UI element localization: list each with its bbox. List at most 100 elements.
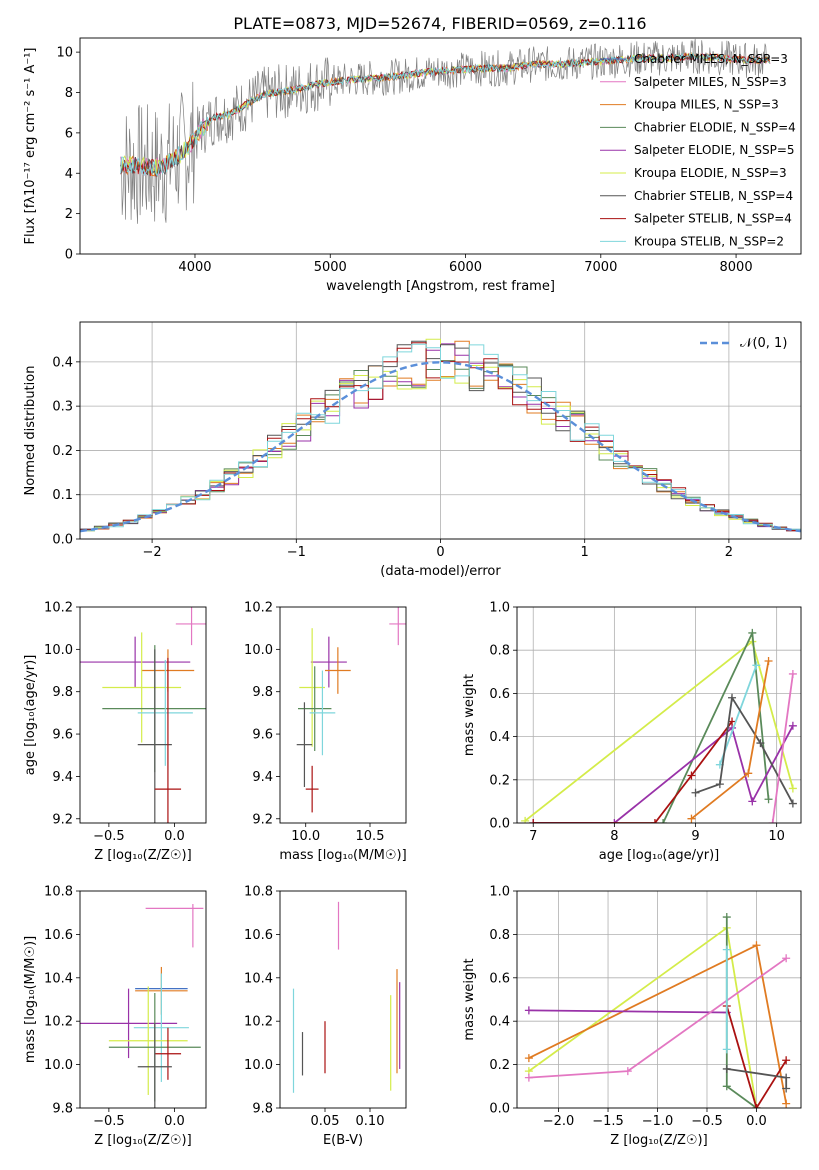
weightage-marker-salpeter_elodie	[610, 819, 619, 823]
weightage-frame	[516, 606, 802, 824]
spectrum-legend-label: Kroupa ELODIE, N_SSP=3	[634, 166, 787, 180]
spectrum-frame	[79, 37, 802, 255]
weightz-marker-chabrier_elodie	[722, 1082, 731, 1091]
hist-series-kroupa_stelib	[80, 343, 801, 532]
weightz-xtick-label: −1.5	[592, 1114, 624, 1129]
weightage-marker-chabrier_stelib	[788, 799, 797, 808]
spectrum-legend-label: Salpeter MILES, N_SSP=3	[634, 75, 787, 89]
agemass-ytick-label: 9.6	[252, 728, 273, 743]
agemass-axes: 10.0 10.5 9.2 9.4 9.6 9.8 10.0 10.2 mass [log₁₀(…	[244, 601, 407, 864]
clip-agemass-group	[296, 607, 406, 813]
massz-frame	[79, 890, 207, 1109]
weightz-marker-kroupa_stelib	[722, 1045, 731, 1054]
weightage-ytick-label: 0.8	[489, 644, 510, 659]
figure-title: PLATE=0873, MJD=52674, FIBERID=0569, z=0…	[233, 14, 646, 33]
massz-xtick-label: −0.5	[93, 1114, 125, 1129]
agez-ylabel: age [log₁₀(age/yr)]	[23, 655, 38, 776]
weightage-ytick-label: 0.0	[489, 817, 510, 832]
massz-ytick-label: 10.8	[44, 885, 73, 900]
weightage-xtick-label: 7	[529, 829, 537, 844]
weightage-line-salpeter_miles	[771, 673, 794, 823]
weightage-marker-salpeter_stelib	[529, 819, 538, 823]
weightage-ytick-label: 0.2	[489, 773, 510, 788]
spectrum-legend-label: Chabrier STELIB, N_SSP=4	[634, 189, 793, 203]
hist-xtick-label: −2	[143, 545, 162, 560]
weightz-frame	[516, 890, 802, 1109]
spectrum-ylabel: Flux [fλ10⁻¹⁷ erg cm⁻² s⁻¹ A⁻¹]	[23, 48, 38, 245]
weightz-marker-salpeter_miles	[782, 954, 791, 963]
massz-ytick-label: 9.8	[52, 1102, 73, 1117]
weightage-axes: 7 8 9 10 0.0 0.2 0.4 0.6 0.8 1.0 age [log₁₀(age/yr…	[462, 601, 801, 863]
spectrum-legend-label: Kroupa STELIB, N_SSP=2	[634, 234, 784, 248]
spectrum-xtick-label: 6000	[449, 260, 482, 275]
hist-ytick-label: 0.1	[52, 488, 73, 503]
hist-normal-curve	[80, 361, 801, 533]
massz-ytick-label: 10.0	[44, 1058, 73, 1073]
hist-xlabel: (data-model)/error	[380, 564, 501, 579]
weightz-ytick-label: 0.2	[489, 1058, 510, 1073]
massebv-xtick-label: 0.05	[311, 1114, 340, 1129]
weightz-marker-salpeter_miles	[623, 1067, 632, 1076]
massebv-ytick-label: 10.6	[244, 928, 273, 943]
massebv-xlabel: E(B-V)	[323, 1133, 363, 1148]
agez-xtick-label: 0.0	[164, 829, 185, 844]
spectrum-xtick-label: 7000	[584, 260, 617, 275]
agemass-ytick-label: 9.8	[252, 685, 273, 700]
weightage-ytick-label: 0.6	[489, 687, 510, 702]
weightz-line-salpeter_elodie	[528, 1009, 727, 1014]
weightage-marker-chabrier_stelib	[691, 788, 700, 797]
agemass-xlabel: mass [log₁₀(M/M☉)]	[279, 848, 406, 863]
spectrum-ytick-label: 4	[65, 167, 73, 182]
weightz-line-kroupa_elodie	[528, 926, 758, 1108]
agez-ytick-label: 9.8	[52, 685, 73, 700]
hist-ytick-label: 0.3	[52, 400, 73, 415]
clip-weightz-group	[524, 913, 791, 1108]
agez-axes: −0.5 0.0 9.2 9.4 9.6 9.8 10.0 10.2 Z [log₁₀(Z/Z☉…	[23, 601, 192, 864]
spectrum-xtick-label: 5000	[314, 260, 347, 275]
hist-ylabel: Normed distribution	[23, 366, 38, 496]
weightage-marker-salpeter_stelib	[650, 819, 659, 823]
massz-axes: −0.5 0.0 9.8 10.0 10.2 10.4 10.6 10.8 Z [log₁₀(Z…	[23, 885, 192, 1149]
clip-hist-group	[80, 338, 801, 533]
hist-xtick-label: 0	[436, 545, 444, 560]
spectrum-legend-label: Salpeter ELODIE, N_SSP=5	[634, 143, 795, 157]
agez-ytick-label: 9.6	[52, 728, 73, 743]
massz-ylabel: mass [log₁₀(M/M☉)]	[23, 936, 38, 1063]
weightage-xtick-label: 10	[768, 829, 785, 844]
massebv-ytick-label: 10.2	[244, 1015, 273, 1030]
massebv-ytick-label: 9.8	[252, 1102, 273, 1117]
weightz-xtick-label: −0.5	[691, 1114, 723, 1129]
weightage-ytick-label: 1.0	[489, 601, 510, 616]
spectrum-ytick-label: 6	[65, 126, 73, 141]
agemass-ytick-label: 9.2	[252, 812, 273, 827]
agez-ytick-label: 9.2	[52, 812, 73, 827]
weightage-xtick-label: 9	[691, 829, 699, 844]
weightz-marker-kroupa_miles	[782, 1099, 791, 1108]
weightz-xtick-label: −2.0	[543, 1114, 575, 1129]
weightz-marker-salpeter_miles	[524, 1073, 533, 1082]
weightage-marker-kroupa_miles	[687, 814, 696, 823]
weightz-marker-kroupa_stelib	[722, 945, 731, 954]
spectrum-legend: Chabrier MILES, N_SSP=3 Salpeter MILES, N…	[600, 52, 796, 248]
agemass-ytick-label: 10.0	[244, 643, 273, 658]
weightz-marker-salpeter_stelib	[752, 1104, 761, 1108]
weightage-marker-salpeter_miles	[768, 819, 777, 823]
clip-spectrum-group	[120, 38, 771, 224]
spectrum-xlabel: wavelength [Angstrom, rest frame]	[326, 279, 555, 294]
clip-agez-group	[80, 607, 206, 823]
spectrum-axes: 4000 5000 6000 7000 8000 0 2 4 6 8 10 wavelength [A…	[23, 46, 753, 294]
weightage-xtick-label: 8	[610, 829, 618, 844]
massz-xlabel: Z [log₁₀(Z/Z☉)]	[94, 1133, 191, 1148]
weightz-xtick-label: 0.0	[746, 1114, 767, 1129]
hist-xtick-label: −1	[287, 545, 306, 560]
agemass-xtick-label: 10.5	[356, 829, 385, 844]
weightz-xtick-label: −1.0	[642, 1114, 674, 1129]
massebv-xtick-label: 0.10	[356, 1114, 385, 1129]
weightz-marker-kroupa_miles	[752, 941, 761, 950]
agez-ytick-label: 10.2	[44, 601, 73, 616]
agez-ytick-label: 10.0	[44, 643, 73, 658]
clip-massz-group	[80, 904, 204, 1108]
massebv-frame	[279, 890, 407, 1109]
